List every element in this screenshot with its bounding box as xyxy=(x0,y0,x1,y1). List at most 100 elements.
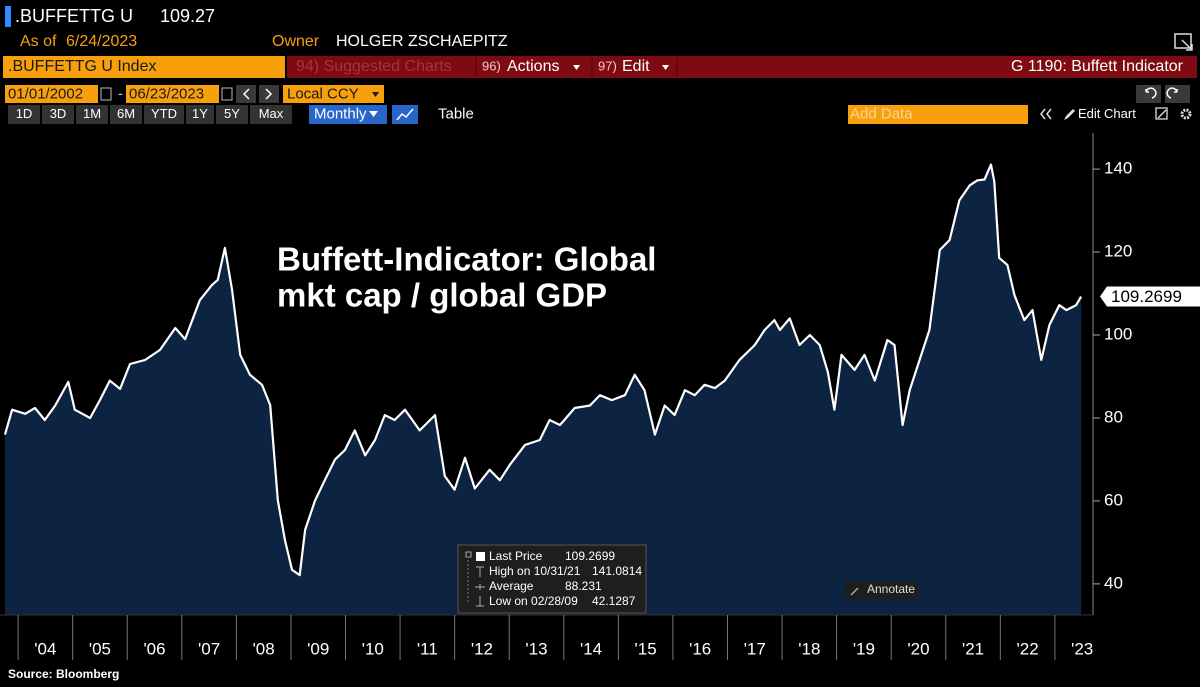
suggested-charts: 94) Suggested Charts xyxy=(296,58,452,75)
range-button[interactable] xyxy=(250,105,292,124)
plot-area xyxy=(3,163,1083,615)
x-tick-label: '18 xyxy=(798,639,820,658)
range-button[interactable] xyxy=(110,105,142,124)
actions-menu[interactable]: Actions xyxy=(507,58,559,75)
range-label: 6M xyxy=(117,106,135,121)
x-tick-label: '21 xyxy=(962,639,984,658)
price: 109.27 xyxy=(160,6,215,26)
settings-icon[interactable] xyxy=(1180,108,1192,120)
stat-label: High on 10/31/21 xyxy=(489,564,581,578)
x-tick-label: '13 xyxy=(525,639,547,658)
owner-label: Owner xyxy=(272,33,320,50)
range-label: YTD xyxy=(151,106,177,121)
chart-id: G 1190: Buffett Indicator xyxy=(1011,58,1184,75)
actions-number: 96) xyxy=(482,58,501,73)
x-tick-label: '10 xyxy=(362,639,384,658)
range-button[interactable] xyxy=(76,105,108,124)
add-data-field[interactable] xyxy=(848,105,1028,124)
range-button[interactable] xyxy=(216,105,248,124)
dropdown-arrow xyxy=(662,65,669,70)
next-button[interactable] xyxy=(259,85,279,103)
security-field[interactable] xyxy=(3,56,285,78)
dropdown-arrow xyxy=(372,92,379,97)
x-tick-label: '08 xyxy=(253,639,275,658)
undo-button[interactable] xyxy=(1136,85,1161,103)
stat-value: 42.1287 xyxy=(592,594,636,608)
start-date: 01/01/2002 xyxy=(8,85,83,102)
x-tick-label: '05 xyxy=(89,639,111,658)
prev-button[interactable] xyxy=(236,85,256,103)
stat-label: Average xyxy=(489,579,534,593)
ticker: .BUFFETTG U xyxy=(15,6,133,26)
last-value-flag xyxy=(1100,286,1200,307)
x-tick-label: '23 xyxy=(1071,639,1093,658)
collapse-icon[interactable] xyxy=(1040,108,1052,120)
pencil-icon xyxy=(1064,109,1075,120)
x-tick-label: '14 xyxy=(580,639,602,658)
range-button[interactable] xyxy=(144,105,184,124)
table-button[interactable]: Table xyxy=(438,105,474,122)
currency-field[interactable] xyxy=(283,85,384,103)
x-tick-label: '07 xyxy=(198,639,220,658)
layout-icon[interactable] xyxy=(1155,107,1168,120)
calendar-icon[interactable] xyxy=(221,87,233,101)
next-arrow xyxy=(265,88,273,100)
x-tick-label: '11 xyxy=(417,639,438,658)
y-tick-label: 60 xyxy=(1104,490,1123,509)
y-tick-label: 140 xyxy=(1104,159,1132,178)
y-tick-label: 80 xyxy=(1104,407,1123,426)
last-value-label: 109.2699 xyxy=(1111,287,1182,306)
ticker-marker xyxy=(5,6,11,27)
range-label: Max xyxy=(259,106,284,121)
x-tick-label: '17 xyxy=(744,639,766,658)
popout-icon[interactable] xyxy=(1174,33,1193,51)
calendar-icon[interactable] xyxy=(100,87,112,101)
annotate-button[interactable] xyxy=(845,581,918,599)
stat-value: 88.231 xyxy=(565,579,602,593)
low-icon xyxy=(476,596,484,607)
chart-type-button[interactable] xyxy=(392,105,418,124)
y-tick-label: 100 xyxy=(1104,324,1132,343)
add-data: Add Data xyxy=(850,105,913,122)
x-tick-label: '15 xyxy=(635,639,657,658)
owner: HOLGER ZSCHAEPITZ xyxy=(336,33,508,50)
end-date-field[interactable] xyxy=(126,85,219,103)
edit-number: 97) xyxy=(598,58,617,73)
x-tick-label: '20 xyxy=(907,639,929,658)
chart-type-icon xyxy=(396,108,414,121)
as-of-label: As of xyxy=(20,33,57,50)
redo-button[interactable] xyxy=(1165,85,1190,103)
undo-icon xyxy=(1145,87,1157,99)
range-button[interactable] xyxy=(8,105,40,124)
range-label: 1M xyxy=(83,106,101,121)
price-line xyxy=(3,163,1083,577)
toggle-icon[interactable] xyxy=(465,551,472,558)
x-tick-label: '22 xyxy=(1017,639,1039,658)
range-label: 1D xyxy=(16,106,33,121)
x-tick-label: '09 xyxy=(307,639,329,658)
range-button[interactable] xyxy=(42,105,74,124)
annotate-label: Annotate xyxy=(867,582,915,596)
high-icon xyxy=(476,566,484,577)
frequency-button[interactable] xyxy=(309,105,387,124)
start-date-field[interactable] xyxy=(5,85,98,103)
range-button[interactable] xyxy=(186,105,214,124)
x-tick-label: '16 xyxy=(689,639,711,658)
stat-label: Last Price xyxy=(489,549,543,563)
as-of-date: 6/24/2023 xyxy=(66,33,137,50)
frequency: Monthly xyxy=(314,105,367,122)
dropdown-arrow xyxy=(369,111,378,117)
edit-menu[interactable]: Edit xyxy=(622,58,650,75)
security: .BUFFETTG U Index xyxy=(8,58,156,75)
average-icon xyxy=(475,584,485,590)
range-label: 1Y xyxy=(192,106,208,121)
area-fill xyxy=(5,164,1082,615)
edit-chart-button[interactable]: Edit Chart xyxy=(1078,106,1136,121)
annotation-line: mkt cap / global GDP xyxy=(277,277,607,314)
stats-box-frame xyxy=(457,544,647,614)
last-price-swatch xyxy=(476,552,485,561)
x-tick-label: '04 xyxy=(34,639,56,658)
y-tick-label: 40 xyxy=(1104,573,1123,592)
stat-value: 109.2699 xyxy=(565,549,615,563)
